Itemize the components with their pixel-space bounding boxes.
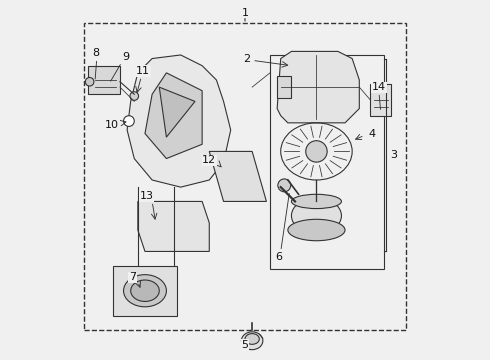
Ellipse shape [242,332,263,350]
Ellipse shape [292,198,342,234]
Text: 9: 9 [122,52,129,62]
Polygon shape [209,152,267,202]
Ellipse shape [288,219,345,241]
Ellipse shape [131,280,159,301]
Circle shape [306,141,327,162]
Polygon shape [145,73,202,158]
Circle shape [278,179,291,192]
Text: 1: 1 [241,8,249,21]
Text: 12: 12 [202,156,217,165]
Polygon shape [127,55,231,187]
Text: 8: 8 [93,48,99,58]
Bar [84,23,406,330]
Polygon shape [138,202,209,251]
Polygon shape [159,87,195,137]
Text: 11: 11 [136,66,150,76]
Circle shape [123,116,134,126]
Bar [113,266,177,316]
Circle shape [85,77,94,86]
Bar [370,84,392,116]
Text: 4: 4 [368,129,375,139]
Text: 6: 6 [275,252,282,262]
Bar [88,66,120,94]
Text: 7: 7 [129,272,136,282]
Bar [270,55,384,269]
Text: 10: 10 [105,120,119,130]
Text: 5: 5 [242,340,248,350]
Polygon shape [277,51,359,123]
Text: 3: 3 [390,150,397,160]
Text: 1: 1 [242,8,248,18]
Text: 13: 13 [140,191,154,201]
Ellipse shape [292,194,342,208]
Bar [277,76,292,98]
Ellipse shape [123,275,167,307]
Text: 2: 2 [243,54,250,64]
Circle shape [130,92,139,100]
Ellipse shape [245,334,259,344]
Text: 14: 14 [372,82,386,92]
